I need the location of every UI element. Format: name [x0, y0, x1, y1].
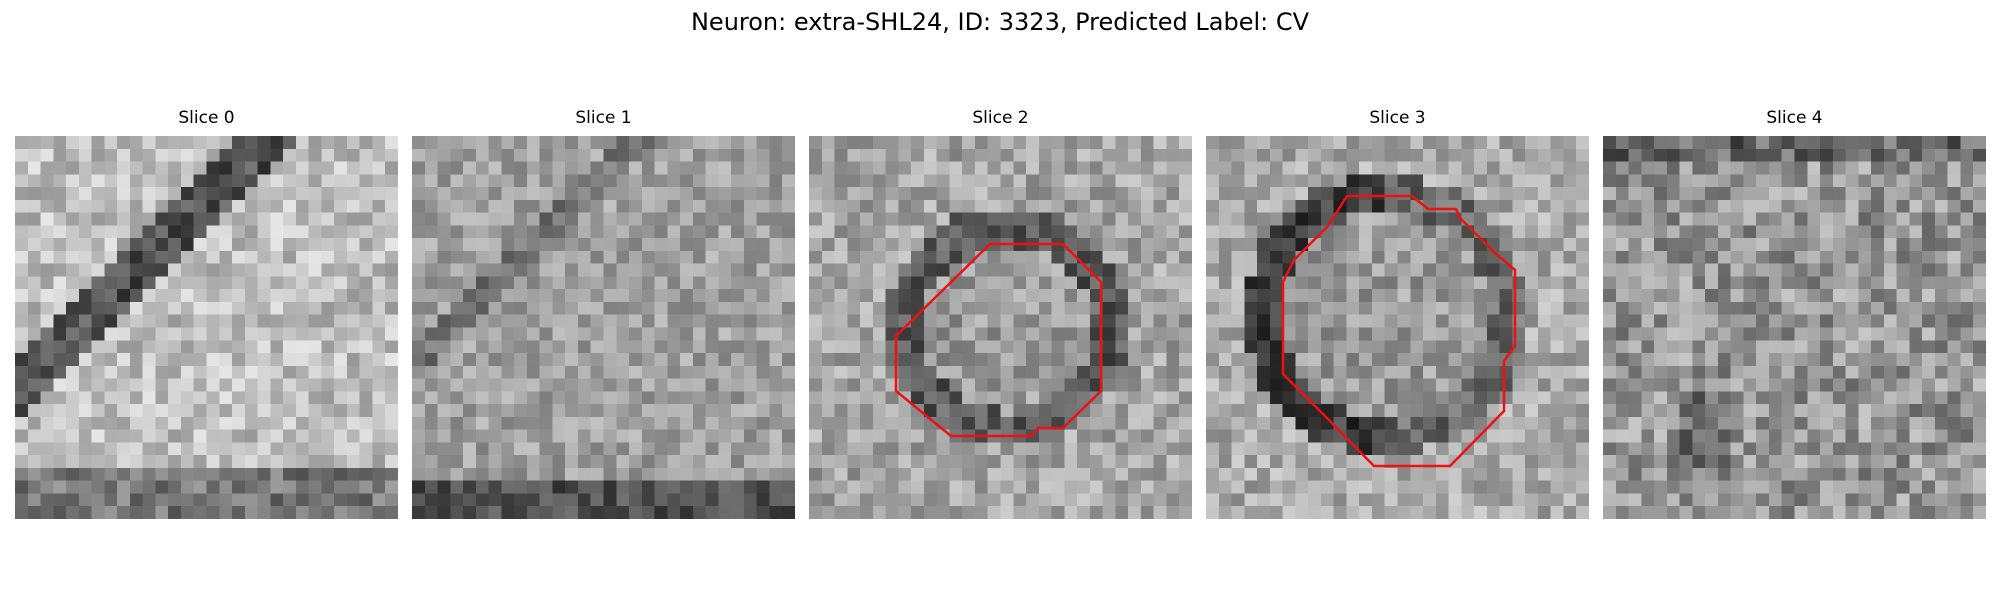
- figure-title: Neuron: extra-SHL24, ID: 3323, Predicted…: [690, 8, 1310, 36]
- slice-panel-1: Slice 1: [412, 108, 795, 519]
- slice-panel-4: Slice 4: [1603, 108, 1986, 519]
- slice-title-2: Slice 2: [972, 108, 1029, 128]
- contour-outline-2: [894, 242, 1103, 438]
- contour-overlay-3: [1281, 194, 1517, 468]
- slice-panel-2: Slice 2: [809, 108, 1192, 519]
- contour-outline-3: [1281, 194, 1517, 468]
- slice-title-3: Slice 3: [1369, 108, 1426, 128]
- slice-image-4: [1603, 136, 1986, 519]
- slice-image-0: [15, 136, 398, 519]
- slice-image-2: [809, 136, 1192, 519]
- slice-image-1: [412, 136, 795, 519]
- slice-image-3: [1206, 136, 1589, 519]
- slice-title-1: Slice 1: [575, 108, 632, 128]
- slice-title-4: Slice 4: [1766, 108, 1823, 128]
- slice-panel-3: Slice 3: [1206, 108, 1589, 519]
- slice-panel-0: Slice 0: [15, 108, 398, 519]
- slice-title-0: Slice 0: [178, 108, 235, 128]
- contour-overlay-2: [894, 242, 1103, 438]
